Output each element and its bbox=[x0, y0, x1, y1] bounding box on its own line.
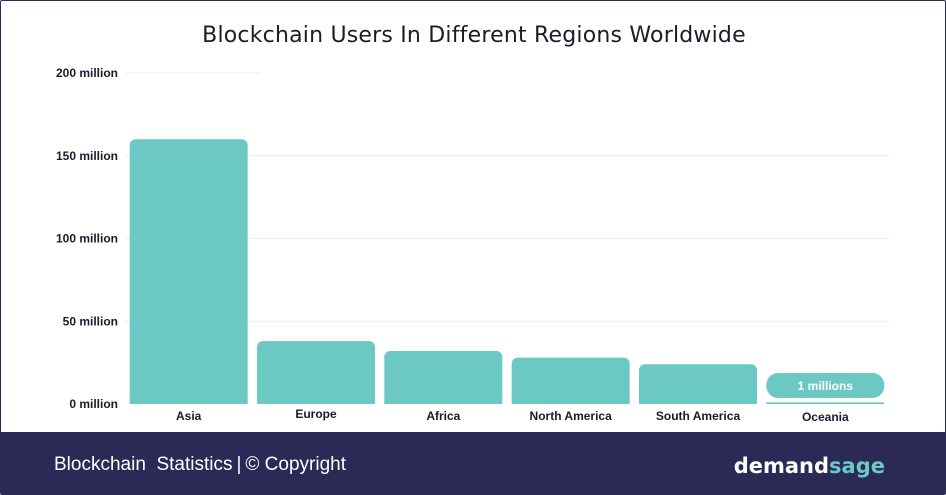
y-tick-label: 200 million bbox=[56, 66, 118, 80]
brand-logo: demandsage bbox=[734, 454, 885, 478]
y-tick-label: 0 million bbox=[69, 397, 118, 411]
bar-africa bbox=[384, 351, 503, 404]
bar-asia bbox=[129, 139, 248, 404]
footer-stats-label: Blockchain Statistics bbox=[54, 454, 233, 475]
data-label: 1 millions bbox=[798, 379, 854, 393]
x-tick-label: South America bbox=[656, 409, 741, 423]
bar-base bbox=[129, 398, 248, 404]
bar-chart: 0 million 50 million 100 million 150 millio… bbox=[56, 66, 889, 424]
x-tick-label: Asia bbox=[176, 409, 202, 423]
bar-europe bbox=[257, 341, 375, 404]
x-tick-label: Europe bbox=[295, 407, 337, 421]
bar-oceania bbox=[766, 402, 885, 404]
footer-separator: | bbox=[236, 454, 242, 475]
bar-base bbox=[511, 398, 630, 404]
x-tick-label: Oceania bbox=[802, 410, 849, 424]
bar-base bbox=[639, 398, 757, 404]
footer-copyright: © Copyright bbox=[245, 454, 347, 475]
bar-base bbox=[257, 398, 375, 404]
footer-bar: Blockchain Statistics | © Copyright demand… bbox=[1, 432, 945, 494]
bar-south-america bbox=[639, 364, 757, 404]
logo-part-sage: sage bbox=[829, 454, 885, 478]
x-tick-label: Africa bbox=[426, 409, 460, 423]
bar-base bbox=[384, 398, 503, 404]
data-label-pill bbox=[766, 373, 885, 398]
y-tick-label: 150 million bbox=[56, 149, 118, 163]
x-tick-label: North America bbox=[530, 409, 613, 423]
logo-part-demand: demand bbox=[733, 454, 830, 478]
chart-title: Blockchain Users In Different Regions Wo… bbox=[202, 23, 746, 48]
y-tick-label: 50 million bbox=[63, 314, 118, 328]
footer-caption: Blockchain Statistics | © Copyright bbox=[54, 454, 346, 476]
y-tick-label: 100 million bbox=[56, 232, 118, 246]
bar-north-america bbox=[511, 357, 630, 404]
